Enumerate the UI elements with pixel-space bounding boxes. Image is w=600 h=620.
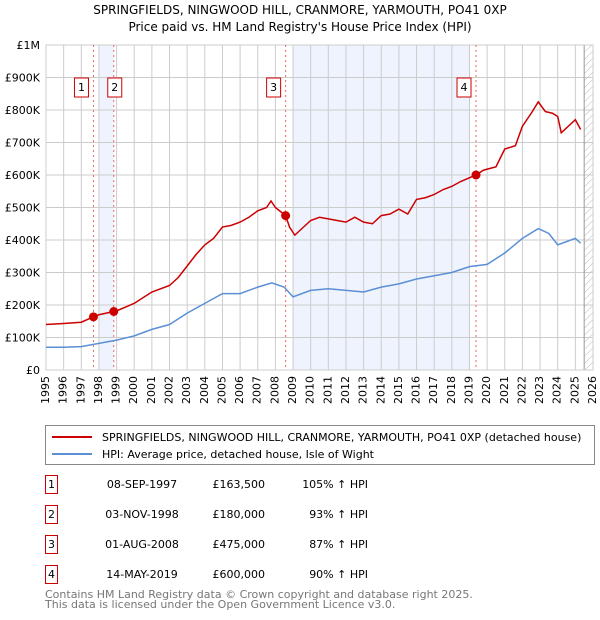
x-tick-label: 2010	[304, 376, 317, 404]
x-tick-label: 1996	[57, 376, 70, 404]
x-tick-label: 1998	[92, 376, 105, 404]
footer-line-1: Contains HM Land Registry data © Crown c…	[45, 588, 473, 601]
y-tick-label: £300K	[5, 267, 41, 280]
footer-line-2: This data is licensed under the Open Gov…	[45, 598, 396, 611]
y-tick-label: £500K	[5, 202, 41, 215]
legend-item-property: SPRINGFIELDS, NINGWOOD HILL, CRANMORE, Y…	[46, 429, 581, 445]
chart-legend: SPRINGFIELDS, NINGWOOD HILL, CRANMORE, Y…	[45, 425, 595, 465]
y-tick-label: £200K	[5, 299, 41, 312]
x-tick-label: 2014	[374, 376, 387, 404]
series-line	[46, 227, 582, 348]
x-tick-label: 2026	[586, 376, 599, 404]
sale-number: 2	[45, 505, 58, 524]
x-tick-label: 1995	[39, 376, 52, 404]
series-line	[45, 100, 582, 326]
legend-swatch-red	[52, 436, 92, 438]
x-tick-label: 2024	[551, 376, 564, 404]
y-tick-label: £700K	[5, 137, 41, 150]
x-tick-label: 2003	[180, 376, 193, 404]
y-tick-label: £100K	[5, 332, 41, 345]
legend-item-hpi: HPI: Average price, detached house, Isle…	[46, 446, 374, 462]
x-tick-label: 2004	[198, 376, 211, 404]
x-tick-label: 2019	[462, 376, 475, 404]
chart-title: SPRINGFIELDS, NINGWOOD HILL, CRANMORE, Y…	[93, 3, 507, 17]
sale-date: 01-AUG-2008	[105, 538, 179, 551]
x-tick-label: 2002	[163, 376, 176, 404]
x-tick-label: 2025	[568, 376, 581, 404]
x-tick-label: 2015	[392, 376, 405, 404]
x-tick-label: 2013	[357, 376, 370, 404]
sale-point	[88, 312, 98, 322]
sale-number: 4	[45, 565, 58, 584]
x-tick-label: 2005	[215, 376, 228, 404]
sale-price: £475,000	[212, 538, 266, 551]
y-tick-label: £900K	[5, 72, 41, 85]
x-tick-label: 1997	[74, 376, 87, 404]
sale-price: £180,000	[212, 508, 266, 521]
x-tick-label: 2022	[515, 376, 528, 404]
x-tick-label: 2011	[321, 376, 334, 404]
sale-date: 14-MAY-2019	[106, 568, 178, 581]
sale-label: 1	[78, 81, 85, 94]
x-tick-label: 2009	[286, 376, 299, 404]
sale-label-box	[266, 77, 282, 98]
sale-point	[281, 211, 291, 221]
x-tick-label: 2023	[533, 376, 546, 404]
y-tick-label: £400K	[5, 234, 41, 247]
sale-point	[471, 170, 481, 180]
sale-number: 3	[45, 535, 58, 554]
sale-date: 08-SEP-1997	[106, 478, 178, 491]
chart-subtitle: Price paid vs. HM Land Registry's House …	[128, 20, 471, 34]
sale-price: £163,500	[212, 478, 266, 491]
x-tick-label: 2012	[339, 376, 352, 404]
legend-label: HPI: Average price, detached house, Isle…	[102, 447, 374, 461]
sale-label: 3	[270, 81, 277, 94]
sale-date: 03-NOV-1998	[105, 508, 179, 521]
sale-label: 4	[461, 81, 468, 94]
y-tick-label: £800K	[5, 104, 41, 117]
x-tick-label: 2001	[145, 376, 158, 404]
sale-price: £600,000	[212, 568, 266, 581]
x-tick-label: 2006	[233, 376, 246, 404]
x-tick-label: 2017	[427, 376, 440, 404]
legend-swatch-blue	[52, 453, 92, 455]
sale-label-box	[107, 77, 123, 98]
sale-point	[109, 307, 119, 316]
price-chart: SPRINGFIELDS, NINGWOOD HILL, CRANMORE, Y…	[5, 3, 599, 404]
sale-label-box	[456, 77, 472, 98]
y-tick-label: £1M	[17, 39, 41, 52]
x-tick-label: 2021	[498, 376, 511, 404]
y-tick-label: £600K	[5, 169, 41, 182]
x-tick-label: 2008	[268, 376, 281, 404]
sale-hpi-change: 90% ↑ HPI	[309, 568, 368, 581]
legend-label: SPRINGFIELDS, NINGWOOD HILL, CRANMORE, Y…	[102, 430, 582, 444]
sale-hpi-change: 93% ↑ HPI	[309, 508, 368, 521]
x-tick-label: 2000	[127, 376, 140, 404]
sale-hpi-change: 105% ↑ HPI	[302, 478, 368, 491]
sale-number: 1	[45, 475, 58, 494]
footer: Contains HM Land Registry data © Crown c…	[45, 588, 473, 611]
y-tick-label: £0	[26, 364, 40, 377]
sale-label-box	[73, 77, 89, 98]
x-tick-label: 2020	[480, 376, 493, 404]
x-tick-label: 2018	[445, 376, 458, 404]
sale-label: 2	[111, 81, 118, 94]
x-tick-label: 1999	[110, 376, 123, 404]
plot-border	[45, 44, 594, 371]
x-tick-label: 2016	[410, 376, 423, 404]
x-tick-label: 2007	[251, 376, 264, 404]
sale-hpi-change: 87% ↑ HPI	[309, 538, 368, 551]
